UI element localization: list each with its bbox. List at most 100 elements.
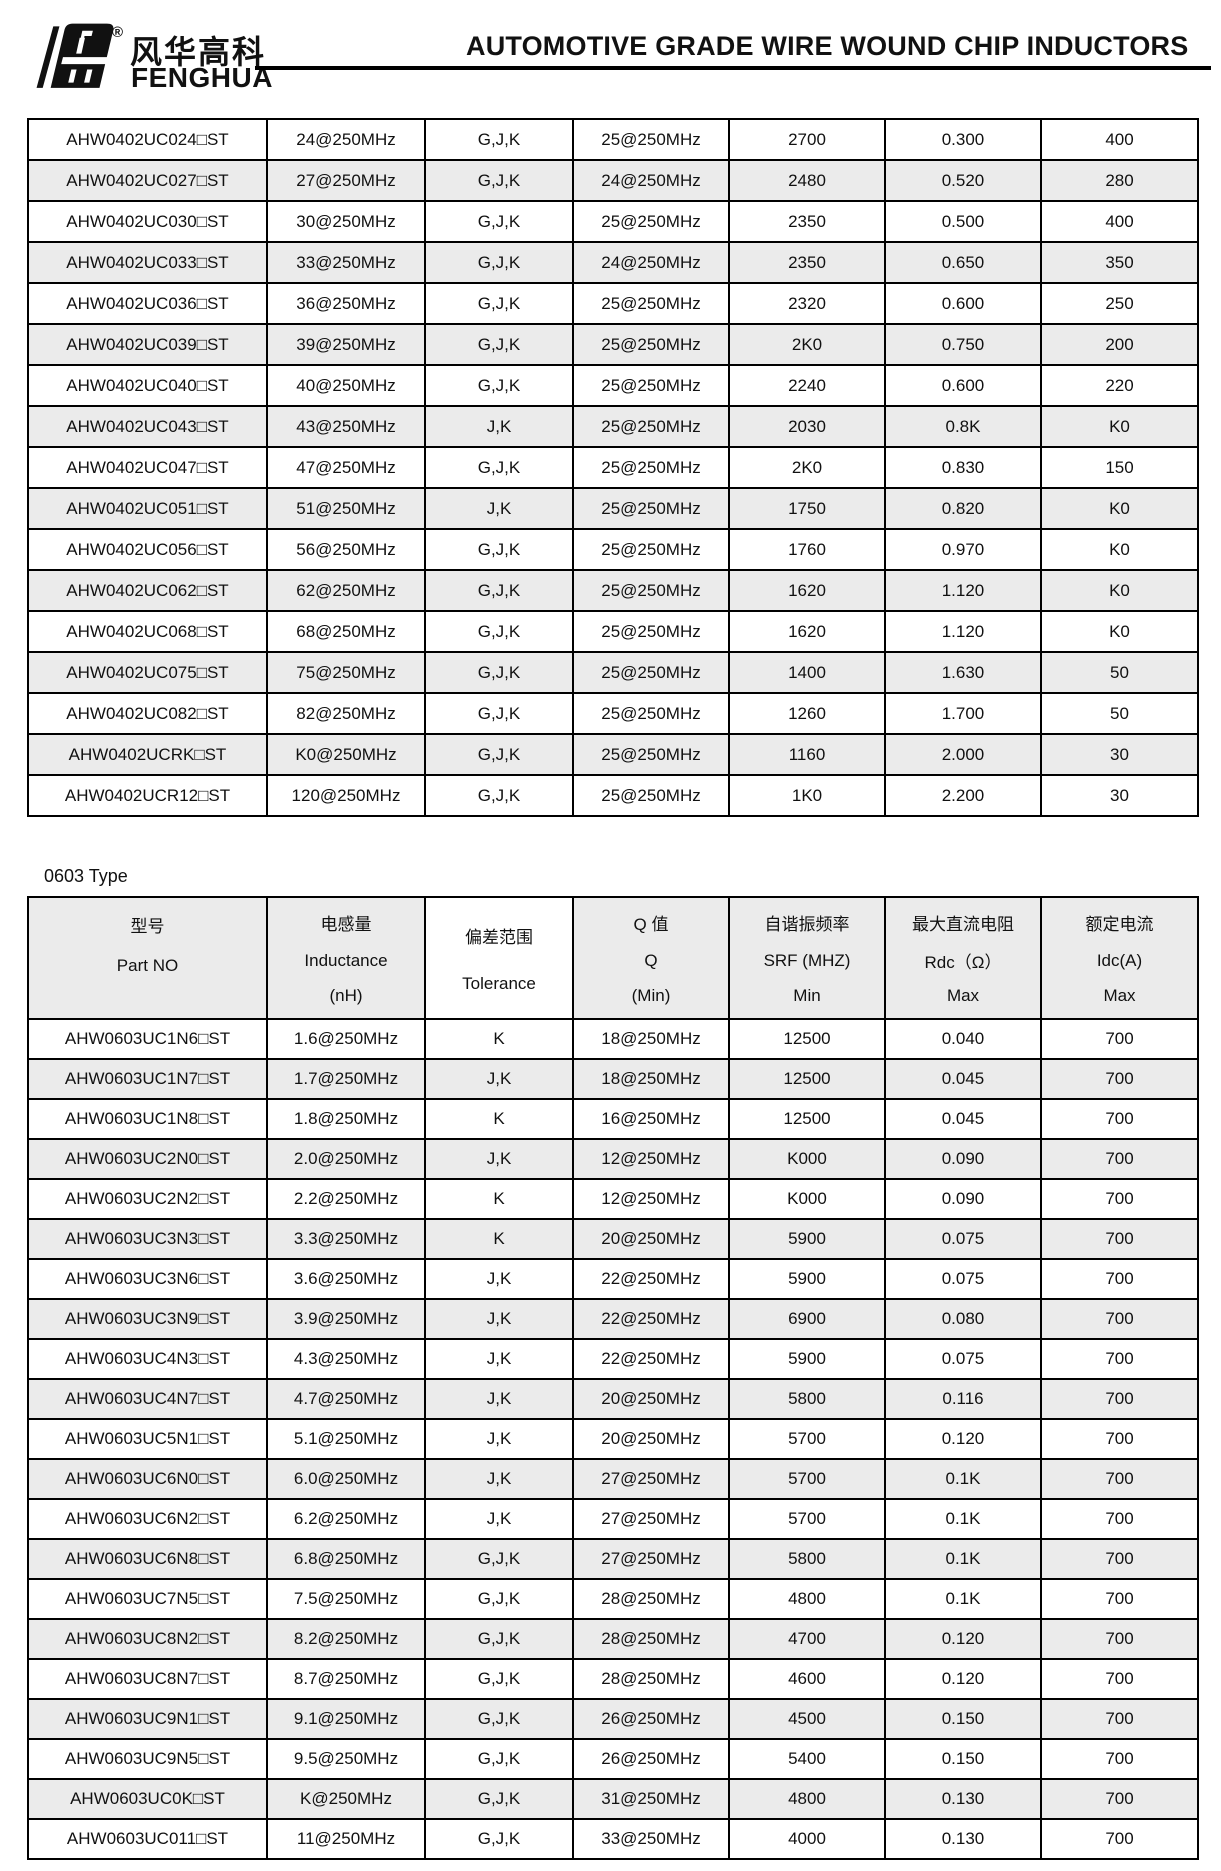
cell-idc: 700 [1040,1018,1199,1060]
cell-inductance: 9.1@250MHz [266,1698,426,1740]
cell-inductance: 40@250MHz [266,364,426,407]
cell-part-no: AHW0402UC039□ST [27,323,268,366]
cell-part-no: AHW0603UC6N0□ST [27,1458,268,1500]
column-header-rdc: 最大直流电阻 Rdc（Ω） Max [884,896,1042,1020]
column-header-line: SRF (MHZ) [763,950,851,970]
table-row: AHW0603UC6N0□ST 6.0@250MHz J,K 27@250MHz 570… [27,1458,1199,1500]
table-row: AHW0402UC040□ST 40@250MHz G,J,K 25@250MHz 22… [27,364,1199,407]
cell-part-no: AHW0603UC2N2□ST [27,1178,268,1220]
cell-srf: 2350 [728,200,886,243]
cell-srf: 2K0 [728,323,886,366]
cell-q-value: 25@250MHz [572,405,730,448]
cell-part-no: AHW0603UC7N5□ST [27,1578,268,1620]
table-row: AHW0603UC4N7□ST 4.7@250MHz J,K 20@250MHz 580… [27,1378,1199,1420]
cell-part-no: AHW0603UC6N8□ST [27,1538,268,1580]
cell-tolerance: J,K [424,1458,574,1500]
cell-q-value: 25@250MHz [572,118,730,161]
cell-q-value: 18@250MHz [572,1018,730,1060]
cell-srf: 12500 [728,1018,886,1060]
cell-tolerance: G,J,K [424,1578,574,1620]
cell-q-value: 25@250MHz [572,487,730,530]
cell-q-value: 28@250MHz [572,1618,730,1660]
cell-srf: 1260 [728,692,886,735]
cell-rdc: 0.090 [884,1178,1042,1220]
cell-rdc: 0.1K [884,1498,1042,1540]
cell-tolerance: G,J,K [424,118,574,161]
cell-idc: 30 [1040,774,1199,817]
table-row: AHW0603UC1N7□ST 1.7@250MHz J,K 18@250MHz 125… [27,1058,1199,1100]
cell-rdc: 0.1K [884,1578,1042,1620]
cell-inductance: 36@250MHz [266,282,426,325]
cell-part-no: AHW0402UC082□ST [27,692,268,735]
cell-part-no: AHW0402UC051□ST [27,487,268,530]
cell-inductance: 43@250MHz [266,405,426,448]
cell-srf: 4800 [728,1578,886,1620]
cell-inductance: 3.6@250MHz [266,1258,426,1300]
cell-tolerance: G,J,K [424,1538,574,1580]
cell-srf: 1160 [728,733,886,776]
cell-part-no: AHW0402UC030□ST [27,200,268,243]
table-row: AHW0603UC7N5□ST 7.5@250MHz G,J,K 28@250MHz 4… [27,1578,1199,1620]
cell-q-value: 22@250MHz [572,1298,730,1340]
cell-rdc: 1.700 [884,692,1042,735]
cell-q-value: 25@250MHz [572,692,730,735]
cell-rdc: 0.820 [884,487,1042,530]
table-row: AHW0402UC056□ST 56@250MHz G,J,K 25@250MHz 17… [27,528,1199,571]
cell-q-value: 26@250MHz [572,1738,730,1780]
table-row: AHW0603UC3N6□ST 3.6@250MHz J,K 22@250MHz 590… [27,1258,1199,1300]
cell-inductance: 4.3@250MHz [266,1338,426,1380]
table-row: AHW0603UC1N8□ST 1.8@250MHz K 16@250MHz 12500… [27,1098,1199,1140]
cell-part-no: AHW0603UC3N3□ST [27,1218,268,1260]
brand-name-english: FENGHUA [131,62,273,93]
cell-q-value: 25@250MHz [572,446,730,489]
table-row: AHW0402UCRK□ST K0@250MHz G,J,K 25@250MHz 116… [27,733,1199,776]
table-0402-continuation: AHW0402UC024□ST 24@250MHz G,J,K 25@250MHz 27… [27,118,1199,817]
cell-inductance: 8.7@250MHz [266,1658,426,1700]
table-row: AHW0603UC2N2□ST 2.2@250MHz K 12@250MHz K000 0… [27,1178,1199,1220]
title-underline [255,66,1211,70]
cell-part-no: AHW0603UC8N7□ST [27,1658,268,1700]
cell-q-value: 12@250MHz [572,1138,730,1180]
cell-part-no: AHW0603UC3N9□ST [27,1298,268,1340]
cell-rdc: 0.075 [884,1338,1042,1380]
cell-srf: 5700 [728,1418,886,1460]
cell-part-no: AHW0402UC068□ST [27,610,268,653]
column-header-inductance: 电感量 Inductance (nH) [266,896,426,1020]
cell-rdc: 0.650 [884,241,1042,284]
cell-tolerance: K [424,1098,574,1140]
cell-rdc: 0.090 [884,1138,1042,1180]
cell-inductance: 4.7@250MHz [266,1378,426,1420]
cell-srf: 1620 [728,610,886,653]
cell-q-value: 24@250MHz [572,241,730,284]
column-header-line: 最大直流电阻 [912,915,1014,934]
cell-idc: 700 [1040,1818,1199,1860]
cell-tolerance: G,J,K [424,1778,574,1820]
cell-idc: 700 [1040,1498,1199,1540]
column-header-line: Max [946,986,980,1005]
cell-rdc: 1.120 [884,569,1042,612]
column-header-line: 型号 [130,917,165,936]
cell-inductance: 47@250MHz [266,446,426,489]
cell-q-value: 25@250MHz [572,282,730,325]
cell-q-value: 25@250MHz [572,774,730,817]
cell-srf: 5900 [728,1258,886,1300]
cell-inductance: 3.9@250MHz [266,1298,426,1340]
cell-part-no: AHW0402UC075□ST [27,651,268,694]
cell-inductance: K0@250MHz [266,733,426,776]
table-row: AHW0402UC047□ST 47@250MHz G,J,K 25@250MHz 2K… [27,446,1199,489]
table-row: AHW0402UC027□ST 27@250MHz G,J,K 24@250MHz 24… [27,159,1199,202]
column-header-line: (Min) [631,986,671,1005]
cell-rdc: 0.1K [884,1458,1042,1500]
cell-part-no: AHW0402UC047□ST [27,446,268,489]
cell-part-no: AHW0402UC043□ST [27,405,268,448]
cell-inductance: 30@250MHz [266,200,426,243]
table-row: AHW0402UC036□ST 36@250MHz G,J,K 25@250MHz 23… [27,282,1199,325]
cell-idc: 700 [1040,1338,1199,1380]
cell-inductance: K@250MHz [266,1778,426,1820]
cell-idc: 250 [1040,282,1199,325]
cell-part-no: AHW0603UC5N1□ST [27,1418,268,1460]
cell-inductance: 2.2@250MHz [266,1178,426,1220]
cell-inductance: 75@250MHz [266,651,426,694]
table-row: AHW0402UC051□ST 51@250MHz J,K 25@250MHz 1750… [27,487,1199,530]
